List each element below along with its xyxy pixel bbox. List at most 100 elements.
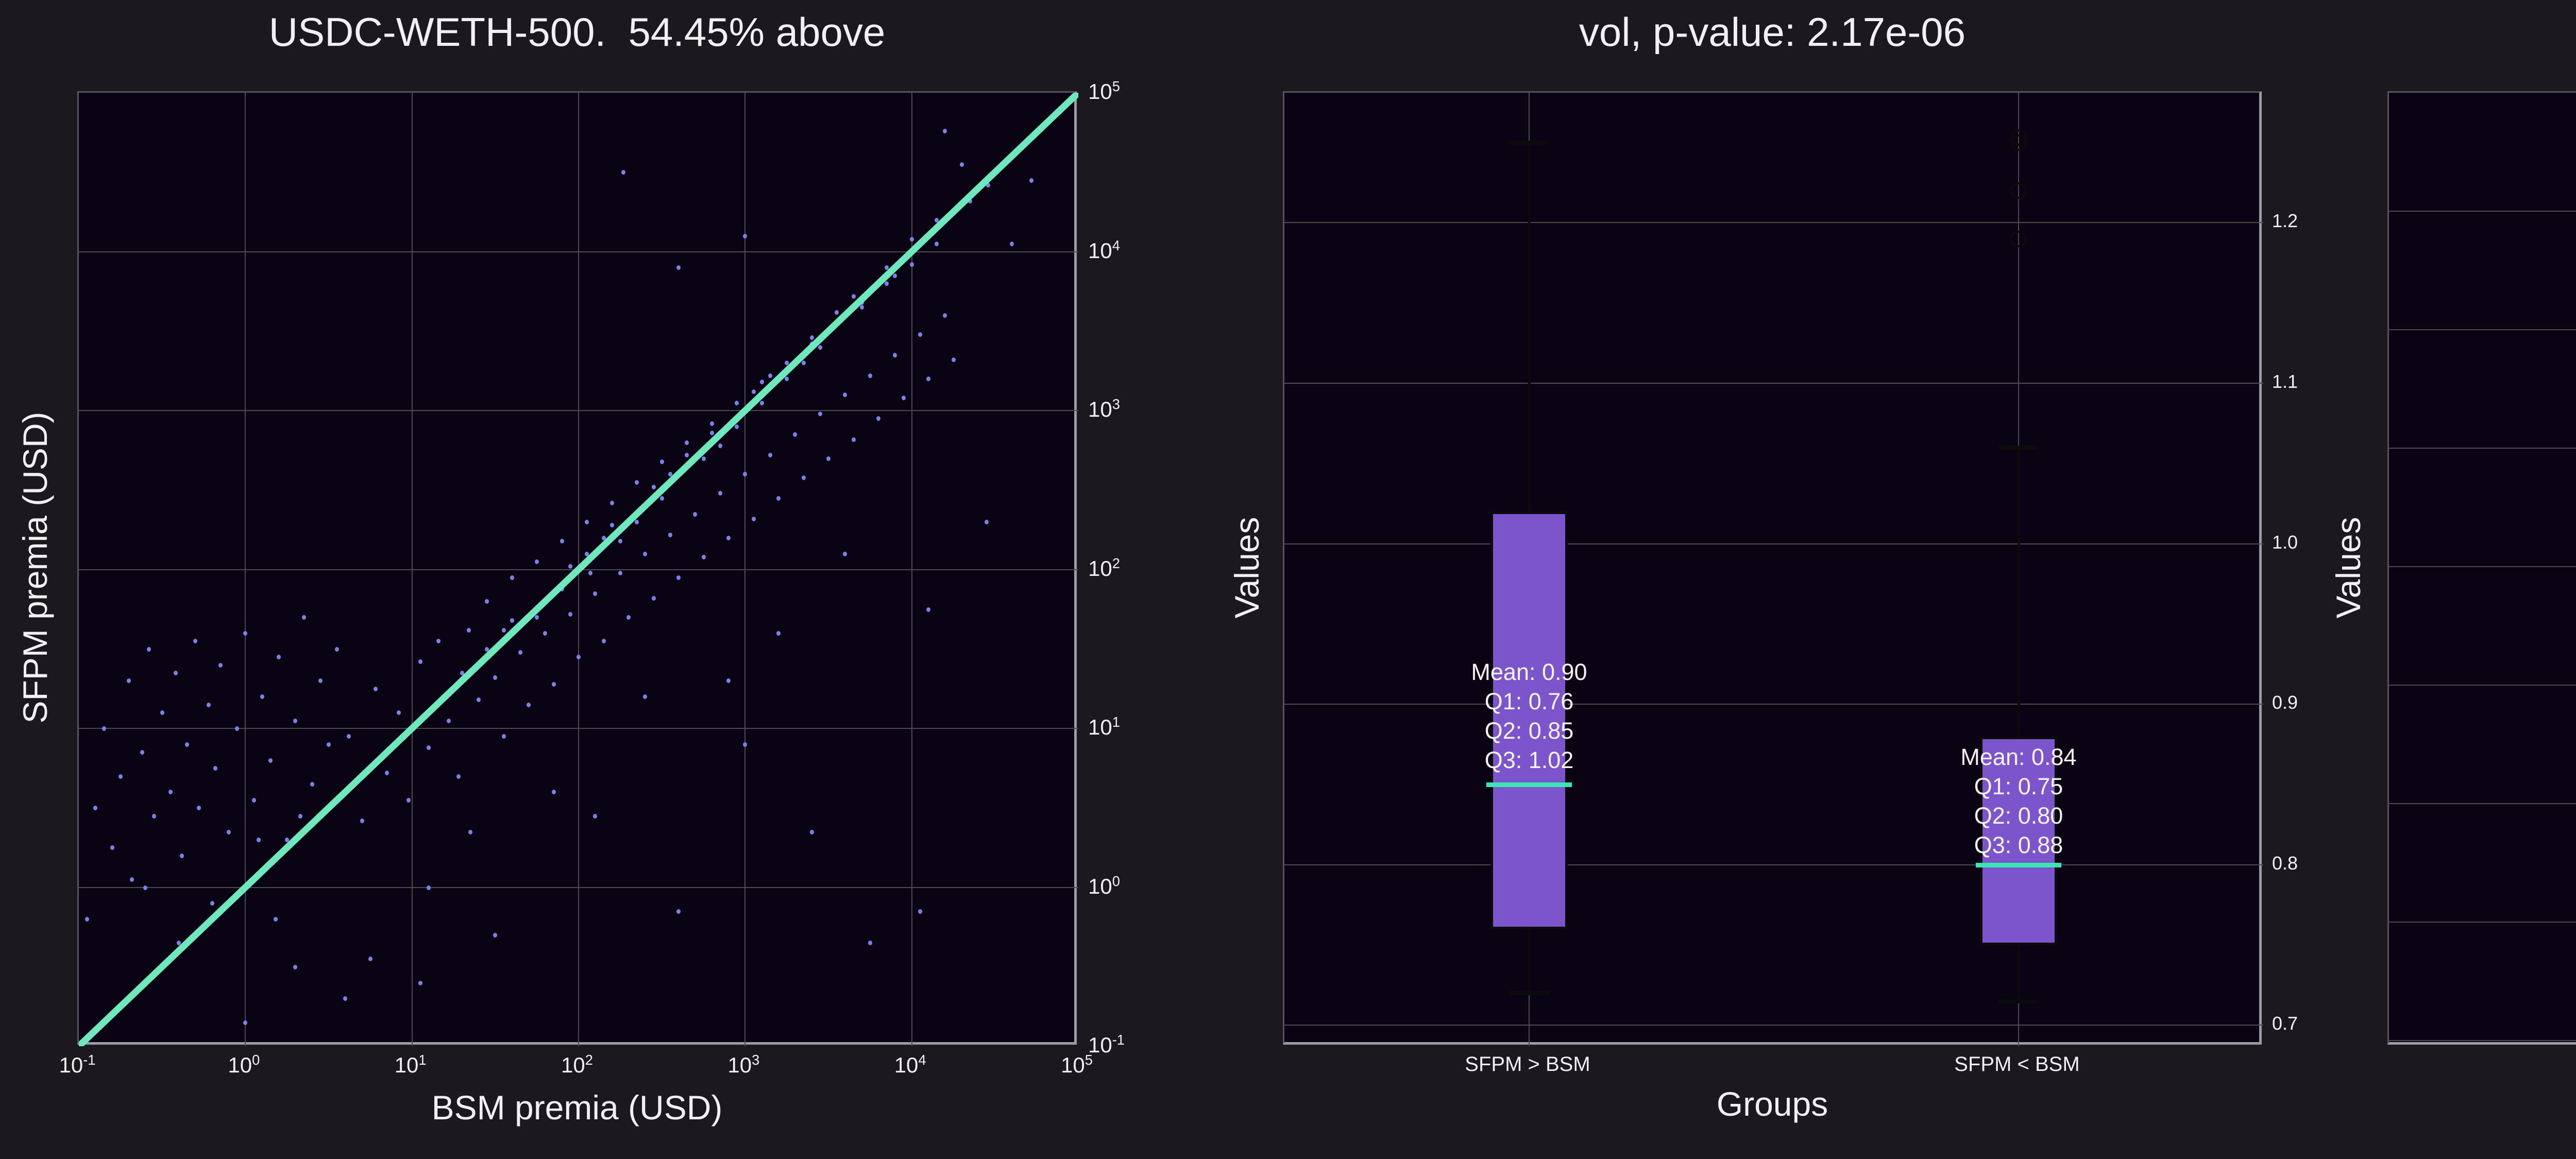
scatter-point	[985, 519, 989, 524]
boxplot-gridline-y	[1284, 543, 2263, 544]
scatter-point	[177, 941, 181, 946]
boxplot-gridline-y	[1284, 222, 2263, 224]
scatter-point	[568, 564, 572, 569]
scatter-point	[101, 726, 106, 731]
scatter-point	[809, 335, 814, 340]
scatter-point	[298, 813, 303, 819]
scatter-point	[173, 671, 178, 676]
scatter-point	[768, 373, 772, 379]
scatter-y-tick: 101	[1088, 714, 1120, 739]
scatter-x-tick: 104	[894, 1052, 926, 1077]
scatter-point	[893, 273, 897, 278]
group-tick-label: SFPM < BSM	[1954, 1053, 2080, 1076]
scatter-point	[585, 551, 589, 556]
scatter-point	[651, 485, 656, 490]
scatter-point	[659, 459, 664, 464]
scatter-point	[751, 516, 756, 521]
scatter-point	[909, 236, 914, 242]
scatter-point	[327, 742, 331, 747]
scatter-point	[130, 877, 134, 882]
scatter-point	[801, 361, 806, 366]
scatter-point	[560, 538, 564, 543]
scatter-gridline-y	[79, 410, 1078, 411]
scatter-point	[460, 671, 464, 676]
scatter-point	[501, 734, 506, 739]
scatter-point	[843, 393, 848, 398]
boxplot-gridline-y	[2389, 803, 2576, 804]
scatter-point	[685, 440, 689, 445]
scatter-point	[418, 980, 422, 985]
scatter-point	[243, 1020, 248, 1025]
scatter-y-tick: 102	[1088, 555, 1120, 581]
outlier-marker	[2010, 182, 2027, 199]
boxplot-y-tick: 0.9	[2272, 692, 2298, 713]
scatter-point	[643, 694, 648, 700]
scatter-point	[893, 353, 897, 358]
scatter-point	[207, 702, 211, 707]
scatter-gridline-y	[79, 887, 1078, 888]
scatter-point	[776, 496, 781, 501]
scatter-point	[510, 618, 514, 623]
outlier-marker	[2010, 129, 2027, 146]
boxplot-gridline-y	[1284, 1025, 2263, 1026]
vol-boxplot-area: Mean: 0.90 Q1: 0.76 Q2: 0.85 Q3: 1.02 Mea…	[1283, 91, 2263, 1046]
scatter-point	[801, 475, 806, 480]
scatter-point	[577, 655, 581, 660]
scatter-point	[456, 774, 461, 779]
scatter-point	[776, 630, 781, 636]
median-line	[1976, 862, 2061, 867]
scatter-point	[626, 615, 631, 620]
boxplot-gridline-y	[2389, 566, 2576, 567]
scatter-point	[735, 424, 739, 429]
scatter-point	[601, 535, 606, 540]
boxplot-gridline-y	[1284, 383, 2263, 384]
scatter-x-tick: 105	[1061, 1052, 1093, 1077]
scatter-point	[743, 742, 748, 747]
scatter-point	[635, 519, 639, 524]
scatter-point	[926, 377, 930, 382]
scatter-point	[160, 710, 164, 715]
scatter-point	[693, 512, 698, 517]
scatter-point	[943, 313, 947, 318]
scatter-point	[918, 909, 922, 914]
scatter-point	[768, 453, 772, 458]
scatter-point	[735, 400, 739, 405]
scatter-point	[885, 265, 889, 270]
vol-y-axis-label: Values	[1228, 517, 1266, 619]
scatter-point	[251, 797, 256, 803]
scatter-point	[868, 373, 872, 379]
scatter-point	[986, 182, 991, 188]
whisker-upper	[2018, 447, 2020, 737]
scatter-point	[85, 917, 90, 922]
scatter-point	[373, 686, 378, 691]
scatter-point	[709, 421, 714, 426]
scatter-point	[609, 523, 614, 528]
scatter-point	[180, 853, 184, 858]
scatter-point	[346, 734, 351, 739]
group-tick-label: SFPM > BSM	[1465, 1053, 1590, 1076]
scatter-point	[535, 615, 539, 620]
scatter-point	[726, 535, 731, 540]
scatter-point	[743, 233, 748, 238]
scatter-point	[301, 615, 306, 620]
scatter-point	[501, 627, 506, 633]
vol-x-axis-label: Groups	[1716, 1085, 1828, 1123]
scatter-point	[118, 774, 123, 779]
scatter-point	[213, 766, 218, 771]
scatter-point	[260, 694, 264, 700]
whisker-lower	[2018, 945, 2020, 1001]
scatter-point	[293, 964, 298, 969]
scatter-point	[227, 829, 231, 834]
scatter-point	[436, 639, 441, 644]
scatter-point	[210, 901, 214, 906]
scatter-point	[635, 480, 639, 485]
scatter-point	[143, 885, 148, 890]
scatter-point	[826, 456, 831, 461]
boxplot-gridline-y	[2389, 921, 2576, 923]
boxplot-y-tick: 0.7	[2272, 1013, 2298, 1034]
scatter-title: USDC-WETH-500. 54.45% above	[268, 9, 886, 55]
box-iqr	[1980, 736, 2057, 945]
scatter-point	[885, 281, 889, 286]
scatter-point	[876, 416, 880, 421]
scatter-point	[935, 242, 939, 247]
